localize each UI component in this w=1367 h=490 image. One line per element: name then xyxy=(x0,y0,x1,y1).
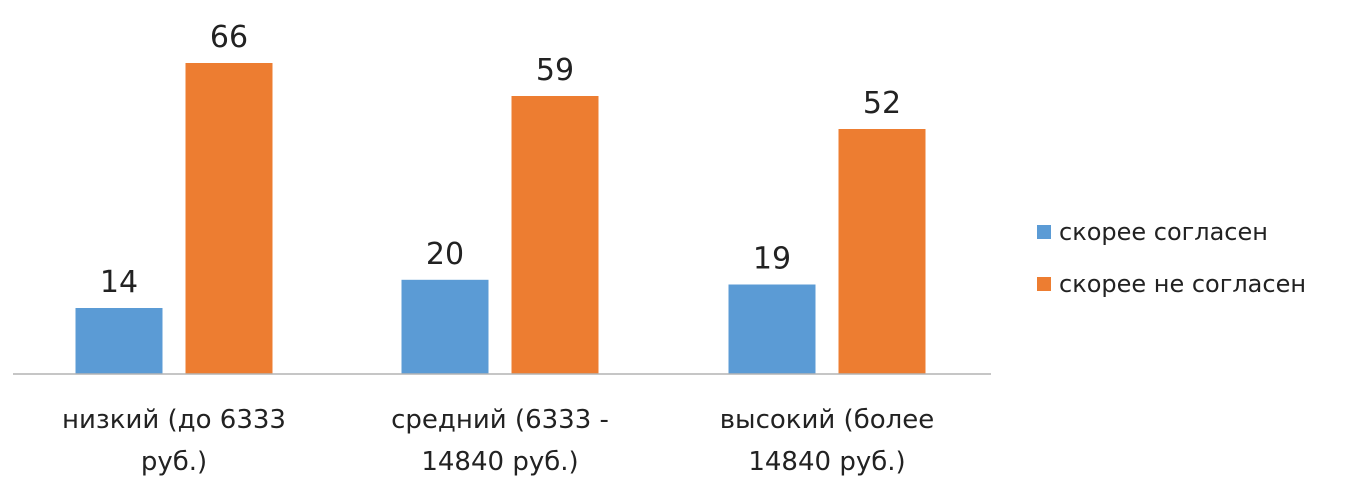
bar-agree-1 xyxy=(75,308,163,374)
x-tick-label-3-line-2: 14840 руб.) xyxy=(748,447,905,477)
data-label-disagree-2: 59 xyxy=(536,53,574,88)
bar-agree-2 xyxy=(401,279,489,374)
legend-label-series-1: скорее согласен xyxy=(1059,217,1268,246)
x-tick-label-1-line-2: руб.) xyxy=(141,447,207,477)
legend-item-series-2: скорее не согласен xyxy=(1037,269,1362,298)
bar-agree-3 xyxy=(728,284,816,374)
bar-disagree-2 xyxy=(511,96,599,374)
data-label-agree-1: 14 xyxy=(100,265,138,300)
x-tick-label-2-line-1: средний (6333 - xyxy=(391,405,609,435)
x-tick-label-2-line-2: 14840 руб.) xyxy=(421,447,578,477)
value-labels-layer: 14 66 20 59 19 52 xyxy=(100,20,901,300)
bars-layer xyxy=(75,63,926,374)
legend-swatch-series-2 xyxy=(1037,276,1051,291)
bar-disagree-1 xyxy=(185,63,273,374)
legend: скорее согласен скорее не согласен xyxy=(1037,217,1362,321)
x-tick-label-1-line-1: низкий (до 6333 xyxy=(62,405,286,435)
category-labels-layer: низкий (до 6333 руб.) средний (6333 - 14840… xyxy=(62,405,934,477)
legend-swatch-series-1 xyxy=(1037,224,1051,239)
legend-label-series-2: скорее не согласен xyxy=(1059,269,1307,298)
data-label-disagree-3: 52 xyxy=(863,86,901,121)
x-tick-label-3-line-1: высокий (более xyxy=(720,405,935,435)
data-label-agree-3: 19 xyxy=(753,242,791,277)
data-label-agree-2: 20 xyxy=(426,237,464,272)
data-label-disagree-1: 66 xyxy=(210,20,248,55)
bar-disagree-3 xyxy=(838,129,926,374)
legend-item-series-1: скорее согласен xyxy=(1037,217,1362,246)
